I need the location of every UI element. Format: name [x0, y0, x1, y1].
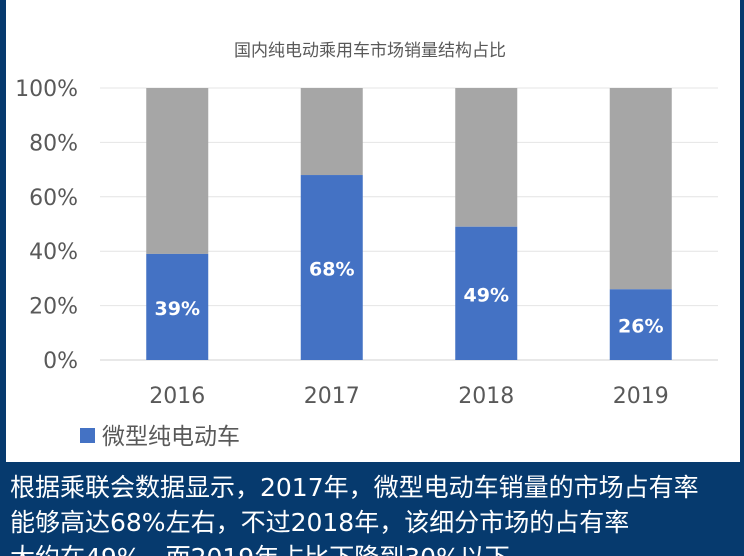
bar-remainder-2016: [146, 88, 209, 254]
bar-remainder-2017: [300, 88, 363, 176]
bar-micro-ev-2019: [609, 289, 672, 360]
x-tick-label-2018: 2018: [458, 384, 514, 409]
bar-micro-ev-2016: [146, 253, 209, 360]
bars: 39% 68% 49% 26%: [146, 88, 672, 360]
data-label-2017: 68%: [309, 259, 354, 281]
y-tick-label: 100%: [15, 77, 78, 102]
caption-line: 能够高达68%左右，不过2018年，该细分市场的占有率: [10, 508, 630, 537]
legend: 微型纯电动车: [80, 424, 240, 450]
chart-title: 国内纯电动乘用车市场销量结构占比: [234, 41, 506, 61]
bar-remainder-2019: [609, 88, 672, 290]
y-axis-ticks: 0% 20% 40% 60% 80% 100%: [15, 77, 78, 374]
legend-label-micro-ev: 微型纯电动车: [102, 424, 240, 450]
caption-line: 大约在49%，而2019年占比下降到30%以下。: [10, 540, 738, 556]
chart-panel: 国内纯电动乘用车市场销量结构占比 0% 20% 40% 60% 80% 100% 39% 6…: [6, 0, 740, 462]
data-label-2018: 49%: [464, 284, 509, 306]
legend-swatch-micro-ev: [80, 428, 95, 443]
stacked-bar-chart: 国内纯电动乘用车市场销量结构占比 0% 20% 40% 60% 80% 100% 39% 6…: [15, 41, 718, 450]
y-tick-label: 60%: [29, 186, 78, 211]
y-tick-label: 40%: [29, 240, 78, 265]
caption-line: 根据乘联会数据显示，2017年，微型电动车销量的市场占有率: [10, 473, 699, 502]
data-label-2019: 26%: [618, 316, 663, 338]
y-tick-label: 80%: [29, 131, 78, 156]
y-tick-label: 0%: [43, 349, 78, 374]
x-tick-label-2017: 2017: [304, 384, 360, 409]
bar-micro-ev-2017: [300, 175, 363, 360]
data-label-2016: 39%: [155, 298, 200, 320]
y-tick-label: 20%: [29, 295, 78, 320]
x-tick-label-2019: 2019: [613, 384, 669, 409]
x-axis-ticks: 2016 2017 2018 2019: [149, 384, 669, 409]
bar-micro-ev-2018: [455, 226, 518, 360]
caption-text: 根据乘联会数据显示，2017年，微型电动车销量的市场占有率 能够高达68%左右，…: [10, 470, 738, 556]
bar-remainder-2018: [455, 88, 518, 227]
x-tick-label-2016: 2016: [149, 384, 205, 409]
